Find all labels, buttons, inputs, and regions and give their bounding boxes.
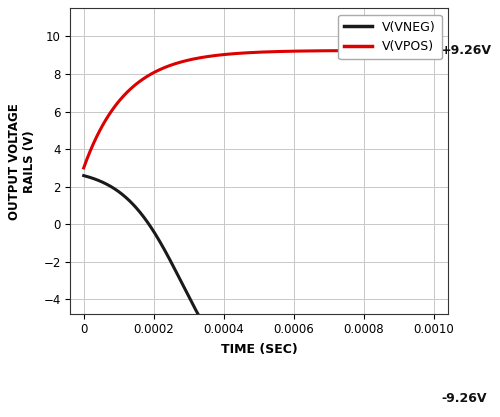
V(VNEG) [386,395,392,400]
V(VNEG) [120,193,126,198]
V(VPOS) [120,93,126,98]
Line: V(VNEG): V(VNEG) [84,176,434,398]
V(VPOS) [142,75,148,80]
V(VNEG) [215,344,221,349]
V(VPOS) [424,48,430,53]
V(VNEG) [80,173,86,178]
Line: V(VPOS): V(VPOS) [84,50,434,168]
V(VPOS) [215,53,221,58]
V(VNEG) [424,395,430,400]
Legend: V(VNEG), V(VPOS): V(VNEG), V(VPOS) [338,15,442,59]
V(VPOS) [80,166,86,171]
Text: +9.26V: +9.26V [441,44,492,57]
V(VPOS) [230,51,236,56]
Y-axis label: OUTPUT VOLTAGE
RAILS (V): OUTPUT VOLTAGE RAILS (V) [8,103,36,220]
Text: -9.26V: -9.26V [441,392,486,404]
V(VNEG) [230,362,236,367]
V(VPOS) [431,48,437,53]
V(VNEG) [431,395,437,400]
V(VPOS) [386,48,392,53]
V(VNEG) [142,216,148,221]
X-axis label: TIME (SEC): TIME (SEC) [220,343,298,356]
